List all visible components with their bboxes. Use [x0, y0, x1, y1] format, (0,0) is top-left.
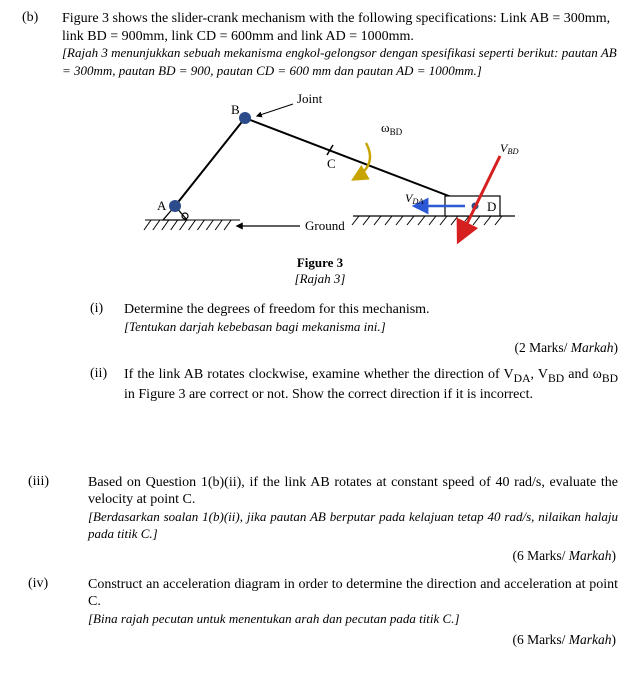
page: (b) Figure 3 shows the slider-crank mech…: [0, 0, 640, 676]
svg-text:Joint: Joint: [297, 91, 323, 106]
intro-text: Figure 3 shows the slider-crank mechanis…: [62, 10, 618, 80]
i-marks: (2 Marks/ Markah): [90, 340, 618, 356]
part-i: (i) Determine the degrees of freedom for…: [90, 301, 618, 356]
i-ms: [Tentukan darjah kebebasan bagi mekanism…: [124, 319, 386, 334]
svg-text:B: B: [231, 102, 240, 117]
ii-text: If the link AB rotates clockwise, examin…: [124, 366, 618, 404]
intro-ms: [Rajah 3 menunjukkan sebuah mekanisma en…: [62, 45, 617, 78]
iv-marks: (6 Marks/ Markah): [22, 632, 616, 648]
label-iii: (iii): [22, 474, 88, 490]
svg-text:Ground: Ground: [305, 218, 345, 233]
svg-text:ωBD: ωBD: [381, 120, 403, 137]
svg-text:D: D: [487, 199, 496, 214]
svg-text:VDA: VDA: [405, 191, 424, 206]
label-iv: (iv): [22, 576, 88, 592]
figure-svg: Joint Ground A B C DωBD VDA VBD: [105, 88, 535, 248]
part-iii: (iii) Based on Question 1(b)(ii), if the…: [22, 474, 618, 544]
intro-en: Figure 3 shows the slider-crank mechanis…: [62, 11, 610, 44]
part-ii: (ii) If the link AB rotates clockwise, e…: [90, 366, 618, 404]
label-ii: (ii): [90, 366, 124, 382]
svg-text:C: C: [327, 156, 336, 171]
i-en: Determine the degrees of freedom for thi…: [124, 302, 430, 317]
iii-marks: (6 Marks/ Markah): [22, 548, 616, 564]
label-i: (i): [90, 301, 124, 317]
iii-en: Based on Question 1(b)(ii), if the link …: [88, 475, 618, 508]
svg-text:VBD: VBD: [500, 141, 519, 156]
iv-ms: [Bina rajah pecutan untuk menentukan ara…: [88, 611, 460, 626]
fig-caption-ms: [Rajah 3]: [295, 271, 346, 286]
figure-3: Joint Ground A B C DωBD VDA VBD Figure 3 [Rajah…: [22, 88, 618, 287]
svg-text:A: A: [157, 198, 167, 213]
iv-en: Construct an acceleration diagram in ord…: [88, 577, 618, 610]
figure-caption: Figure 3 [Rajah 3]: [22, 255, 618, 287]
label-b: (b): [22, 10, 62, 26]
iii-ms: [Berdasarkan soalan 1(b)(ii), jika pauta…: [88, 509, 618, 542]
part-iv: (iv) Construct an acceleration diagram i…: [22, 576, 618, 629]
fig-caption-en: Figure 3: [297, 255, 343, 270]
section-b: (b) Figure 3 shows the slider-crank mech…: [22, 10, 618, 80]
